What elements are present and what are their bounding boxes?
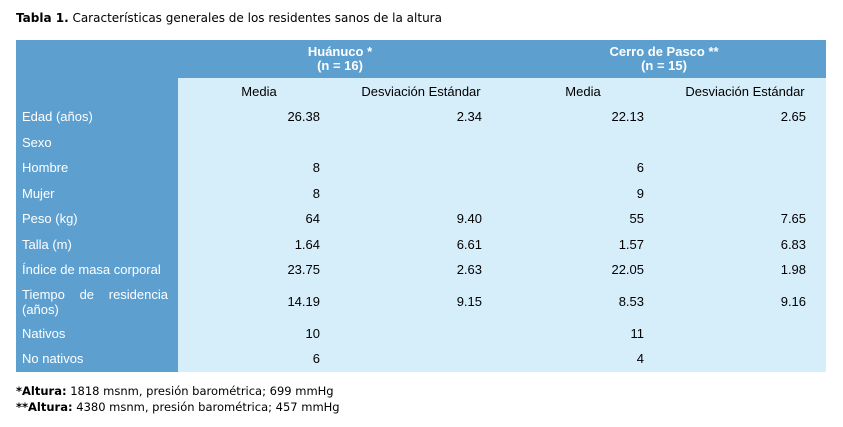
cell-value: 8 (178, 155, 340, 181)
cell-value (340, 129, 503, 155)
cell-value: 22.05 (502, 257, 665, 283)
column-header: Desviación Estándar (340, 78, 503, 104)
row-label: Sexo (16, 129, 178, 155)
cell-value: 10 (178, 320, 340, 346)
column-header: Media (502, 78, 665, 104)
group-n: (n = 15) (641, 58, 687, 73)
table-row: Tiempo de residencia (años) 14.19 9.15 8.53… (16, 282, 827, 321)
row-label: Talla (m) (16, 231, 178, 257)
table-row: Peso (kg) 64 9.40 55 7.65 (16, 206, 827, 232)
table-row: Nativos 10 11 (16, 320, 827, 346)
group-name: Cerro de Pasco ** (609, 44, 719, 59)
cell-value (340, 320, 503, 346)
table-title: Tabla 1. Características generales de lo… (16, 11, 442, 25)
cell-value: 22.13 (502, 104, 665, 130)
cell-value (340, 155, 503, 181)
subheader-blank-cell (16, 78, 178, 104)
cell-value: 1.64 (178, 231, 340, 257)
cell-value (664, 155, 827, 181)
cell-value (664, 180, 827, 206)
cell-value: 6 (502, 155, 665, 181)
group-name: Huánuco * (307, 44, 373, 59)
group-header-cerro-de-pasco: Cerro de Pasco ** (n = 15) (502, 40, 826, 78)
row-label: Hombre (16, 155, 178, 181)
cell-value: 2.65 (664, 104, 827, 130)
column-header: Media (178, 78, 340, 104)
cell-value: 7.65 (664, 206, 827, 232)
cell-value: 2.34 (340, 104, 503, 130)
cell-value: 1.98 (664, 257, 827, 283)
table-caption: Características generales de los residen… (72, 11, 442, 25)
cell-value: 6.83 (664, 231, 827, 257)
cell-value: 26.38 (178, 104, 340, 130)
row-label: No nativos (16, 346, 178, 372)
table-row: Edad (años) 26.38 2.34 22.13 2.65 (16, 104, 827, 130)
cell-value: 11 (502, 320, 665, 346)
cell-value (664, 129, 827, 155)
footnote-text: 1818 msnm, presión barométrica; 699 mmHg (66, 384, 334, 398)
row-label: Tiempo de residencia (años) (16, 282, 178, 321)
table-row: No nativos 6 4 (16, 346, 827, 372)
cell-value (502, 129, 665, 155)
footnote-mark: **Altura: (16, 400, 73, 414)
cell-value: 6 (178, 346, 340, 372)
table-row: Mujer 8 9 (16, 180, 827, 206)
group-header-row: Huánuco * (n = 16) Cerro de Pasco ** (n … (16, 40, 827, 78)
table-row: Hombre 8 6 (16, 155, 827, 181)
cell-value: 9.16 (664, 282, 827, 321)
row-label: Edad (años) (16, 104, 178, 130)
footnotes: *Altura: 1818 msnm, presión barométrica;… (16, 383, 340, 415)
cell-value (664, 320, 827, 346)
row-label: Índice de masa corporal (16, 257, 178, 283)
cell-value: 14.19 (178, 282, 340, 321)
footnote-mark: *Altura: (16, 384, 67, 398)
table-row: Talla (m) 1.64 6.61 1.57 6.83 (16, 231, 827, 257)
header-blank-cell (16, 40, 178, 78)
row-label: Peso (kg) (16, 206, 178, 232)
cell-value: 8 (178, 180, 340, 206)
cell-value (340, 180, 503, 206)
cell-value: 4 (502, 346, 665, 372)
group-n: (n = 16) (317, 58, 363, 73)
cell-value: 9.15 (340, 282, 503, 321)
cell-value: 64 (178, 206, 340, 232)
cell-value (664, 346, 827, 372)
cell-value (340, 346, 503, 372)
column-header: Desviación Estándar (664, 78, 827, 104)
table-number: Tabla 1. (16, 11, 69, 25)
cell-value: 2.63 (340, 257, 503, 283)
cell-value: 23.75 (178, 257, 340, 283)
cell-value: 8.53 (502, 282, 665, 321)
cell-value: 6.61 (340, 231, 503, 257)
cell-value: 9 (502, 180, 665, 206)
footnote: **Altura: 4380 msnm, presión barométrica… (16, 399, 340, 415)
characteristics-table: Huánuco * (n = 16) Cerro de Pasco ** (n … (16, 40, 827, 372)
row-label: Mujer (16, 180, 178, 206)
cell-value: 9.40 (340, 206, 503, 232)
cell-value: 55 (502, 206, 665, 232)
row-label: Nativos (16, 320, 178, 346)
cell-value (178, 129, 340, 155)
subheader-row: Media Desviación Estándar Media Desviaci… (16, 78, 827, 104)
table-row: Sexo (16, 129, 827, 155)
footnote: *Altura: 1818 msnm, presión barométrica;… (16, 383, 340, 399)
group-header-huanuco: Huánuco * (n = 16) (178, 40, 502, 78)
cell-value: 1.57 (502, 231, 665, 257)
table-row: Índice de masa corporal 23.75 2.63 22.05 1.9… (16, 257, 827, 283)
footnote-text: 4380 msnm, presión barométrica; 457 mmHg (72, 400, 340, 414)
